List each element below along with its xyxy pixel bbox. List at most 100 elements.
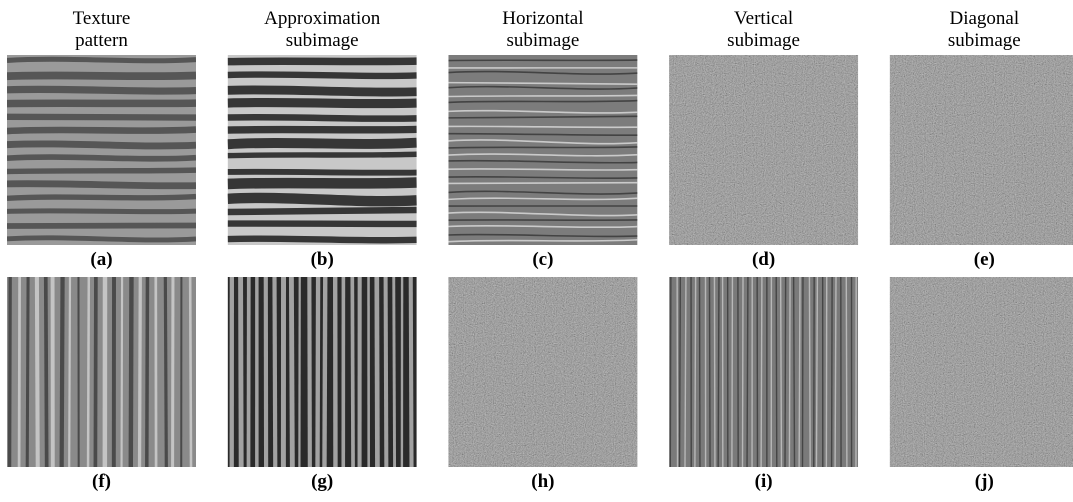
stripe (792, 277, 796, 467)
stripe (188, 277, 193, 467)
stripe (350, 277, 355, 467)
stripe (448, 132, 638, 137)
stripe (448, 181, 638, 185)
texture-image (448, 55, 638, 245)
stripe (7, 71, 196, 81)
stripe (448, 211, 638, 217)
stripe (788, 277, 791, 467)
stripe (448, 109, 638, 114)
subfigure-label: (f) (92, 471, 111, 492)
column-header: subimage (286, 30, 359, 51)
column-header: Diagonal (949, 8, 1019, 29)
stripe (678, 277, 682, 467)
stripe (448, 81, 638, 86)
bg (7, 55, 196, 245)
stripe (448, 168, 638, 171)
texture-image (227, 277, 417, 467)
stripe (760, 277, 763, 467)
texture-image (7, 277, 196, 467)
stripe (7, 154, 196, 162)
stripe (7, 193, 196, 202)
stripe (448, 85, 638, 90)
noise-texture (889, 277, 1073, 467)
bg (669, 277, 859, 467)
subfigure-label: (j) (975, 471, 994, 492)
stripe (815, 277, 819, 467)
stripe (137, 277, 142, 467)
stripe (784, 277, 787, 467)
subfigure-label: (h) (531, 471, 554, 492)
stripe (227, 235, 417, 244)
texture-image (889, 277, 1073, 467)
stripe (374, 277, 380, 467)
stripe (448, 233, 638, 238)
bg (227, 55, 417, 245)
texture-image (669, 277, 859, 467)
stripe (383, 277, 389, 467)
stripe (798, 277, 801, 467)
column-header: subimage (506, 30, 579, 51)
noise-texture (889, 55, 1073, 245)
stripe (448, 175, 638, 180)
column-header: Horizontal (502, 8, 583, 29)
subfigure-label: (i) (755, 471, 773, 492)
stripe (7, 113, 196, 121)
stripe (808, 277, 811, 467)
stripe (43, 277, 49, 467)
stripe (7, 277, 12, 467)
column-header: Approximation (264, 8, 381, 29)
stripe (448, 224, 638, 229)
stripe (17, 277, 21, 467)
stripe (7, 180, 196, 190)
stripe (322, 277, 328, 467)
stripe (25, 277, 30, 467)
column-header: Texture (73, 8, 131, 29)
subfigure-label: (d) (752, 249, 775, 270)
texture-image (669, 55, 859, 245)
stripe (669, 277, 672, 467)
stripe (120, 277, 124, 467)
stripe (227, 57, 417, 66)
stripe (93, 277, 98, 467)
stripe (7, 235, 196, 243)
stripe (448, 125, 638, 129)
noise-texture (669, 55, 859, 245)
stripe (227, 125, 417, 134)
stripe (845, 277, 848, 467)
stripe (448, 239, 638, 243)
stripe (7, 140, 196, 150)
column-header: subimage (948, 30, 1021, 51)
stripe (448, 70, 638, 75)
subfigure-label: (a) (90, 249, 112, 270)
texture-image (7, 55, 196, 245)
column-header: Vertical (734, 8, 793, 29)
stripe (448, 139, 638, 145)
stripe (34, 277, 40, 467)
stripe (779, 277, 783, 467)
stripe (731, 277, 734, 467)
stripe (7, 208, 196, 215)
stripe (448, 115, 638, 119)
column-header: pattern (75, 30, 128, 51)
stripe (717, 277, 720, 467)
stripe (227, 192, 417, 207)
stripe (227, 151, 417, 159)
stripe (830, 277, 833, 467)
stripe (227, 97, 417, 109)
stripe (408, 277, 414, 467)
stripe (694, 277, 697, 467)
stripe (227, 85, 417, 97)
subfigure-label: (e) (974, 249, 995, 270)
stripe (834, 277, 837, 467)
stripe (7, 85, 196, 95)
texture-image (227, 55, 417, 245)
column-header: subimage (727, 30, 800, 51)
subfigure-label: (c) (532, 249, 553, 270)
stripe (448, 59, 638, 62)
stripe (68, 277, 72, 467)
stripe (227, 177, 417, 190)
stripe (708, 277, 711, 467)
stripe (448, 159, 638, 164)
stripe (128, 277, 134, 467)
